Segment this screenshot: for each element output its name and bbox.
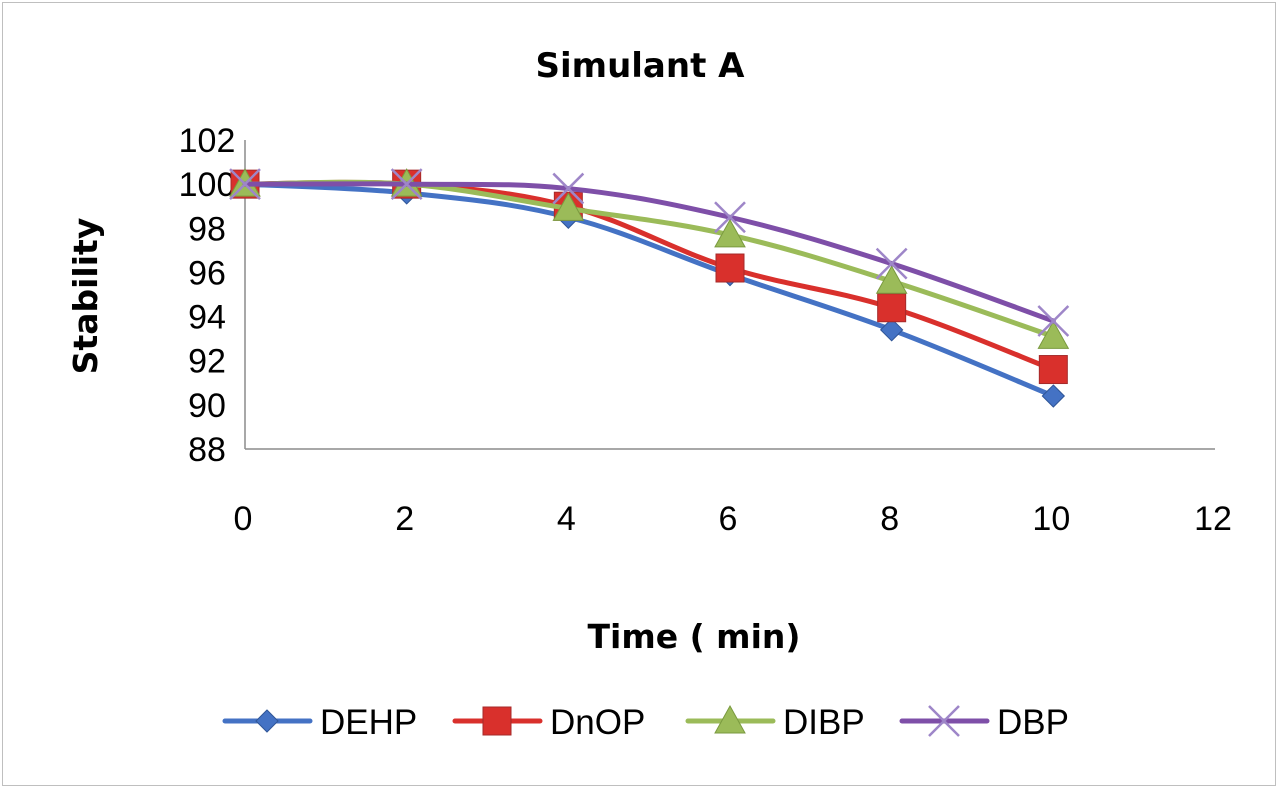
series-line-dehp — [242, 181, 1056, 399]
data-point-dehp — [1041, 384, 1066, 408]
data-point-dbp — [229, 168, 261, 201]
legend: DEHP DnOP DIBP DBP — [222, 703, 1069, 742]
legend-item-dibp: DIBP — [685, 703, 865, 742]
legend-marker-dibp — [714, 704, 746, 734]
series-layer — [229, 168, 1070, 408]
series-dbp — [229, 168, 1070, 337]
x-tick-label: 4 — [557, 500, 576, 538]
legend-label-dnop: DnOP — [550, 703, 645, 742]
x-tick-label: 12 — [1194, 500, 1232, 538]
series-dibp — [229, 168, 1070, 349]
series-line-dibp — [242, 179, 1056, 339]
chart-title: Simulant A — [536, 46, 746, 86]
legend-marker-dbp — [928, 705, 960, 737]
series-line-dbp — [242, 181, 1056, 324]
y-tick-label: 88 — [188, 431, 226, 469]
legend-label-dbp: DBP — [997, 703, 1069, 742]
y-tick-labels: 102 100 98 96 94 92 90 88 — [179, 122, 236, 469]
data-point-dibp — [552, 192, 585, 221]
data-point-dbp — [390, 168, 423, 201]
y-tick-label: 98 — [188, 210, 226, 248]
legend-marker-dehp — [255, 709, 279, 733]
data-point-dibp — [1037, 320, 1070, 349]
legend-label-dehp: DEHP — [320, 703, 417, 742]
x-tick-label: 6 — [719, 500, 738, 538]
y-tick-label: 102 — [179, 122, 236, 160]
legend-marker-dnop — [482, 706, 512, 736]
x-tick-label: 2 — [395, 500, 414, 538]
x-tick-label: 10 — [1032, 500, 1070, 538]
y-tick-label: 90 — [188, 387, 226, 425]
data-point-dnop — [715, 253, 745, 283]
series-dehp — [233, 172, 1066, 408]
x-tick-labels: 0 2 4 6 8 10 12 — [234, 500, 1232, 538]
legend-item-dehp: DEHP — [222, 703, 417, 742]
x-axis-title: Time ( min) — [588, 617, 801, 656]
legend-item-dbp: DBP — [899, 703, 1069, 742]
y-tick-label: 100 — [179, 166, 236, 204]
data-point-dbp — [875, 247, 908, 280]
y-tick-label: 94 — [188, 299, 226, 337]
data-point-dnop — [1038, 355, 1068, 385]
legend-item-dnop: DnOP — [452, 703, 645, 742]
data-point-dbp — [714, 201, 746, 234]
y-tick-label: 92 — [188, 343, 226, 381]
y-tick-label: 96 — [188, 254, 226, 292]
data-point-dbp — [552, 172, 585, 205]
legend-label-dibp: DIBP — [783, 703, 865, 742]
data-point-dbp — [1037, 305, 1070, 337]
x-tick-label: 0 — [234, 500, 253, 538]
x-tick-label: 8 — [880, 500, 899, 538]
data-point-dnop — [877, 293, 907, 323]
data-point-dibp — [714, 218, 746, 248]
data-point-dehp — [879, 318, 904, 342]
y-axis-title: Stability — [66, 218, 105, 375]
data-point-dibp — [875, 265, 908, 294]
